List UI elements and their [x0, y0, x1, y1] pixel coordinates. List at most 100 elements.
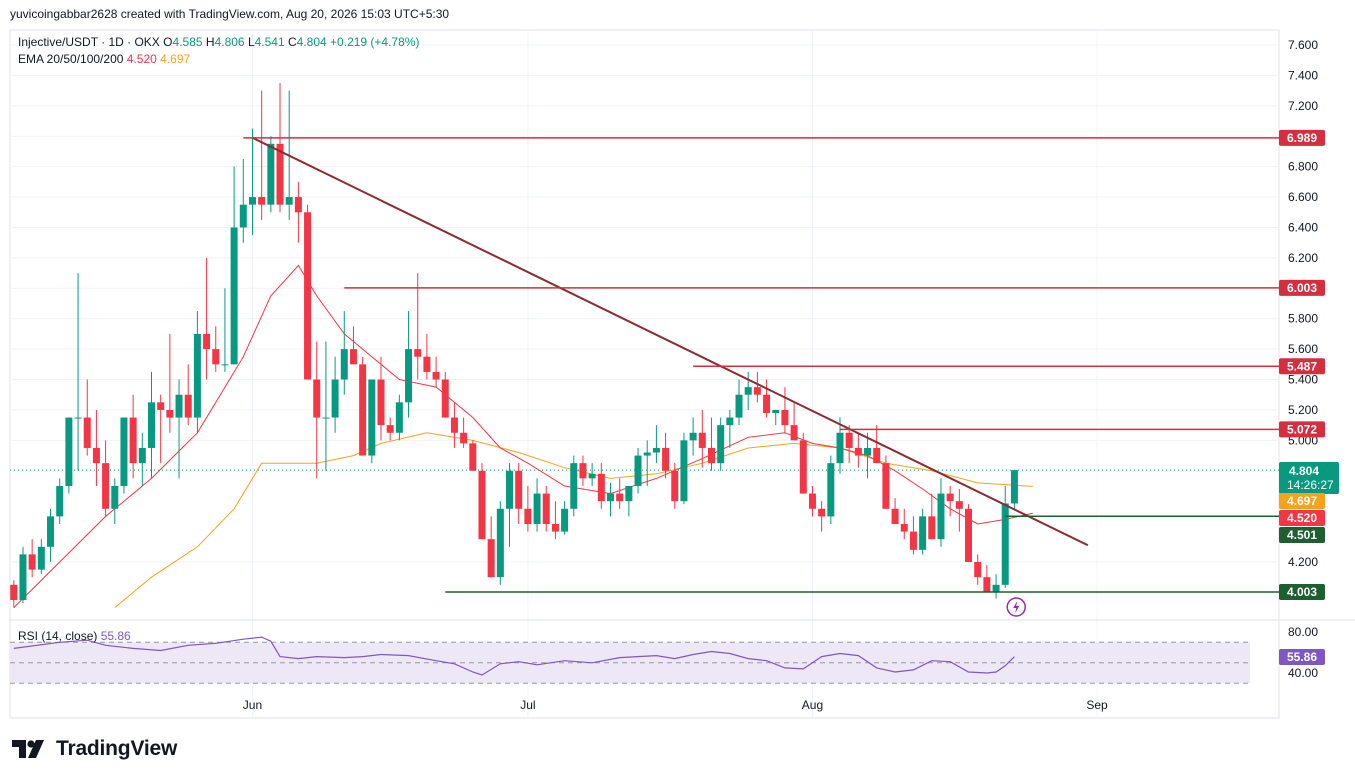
- candle-body: [643, 452, 651, 456]
- candle-body: [946, 493, 954, 502]
- ema20-price-tag: 4.520: [1279, 510, 1325, 526]
- candle-body: [111, 485, 119, 509]
- candle: [854, 432, 862, 468]
- ema50-price-tag-text: 4.697: [1287, 494, 1317, 508]
- candle: [368, 379, 376, 464]
- candle-body: [818, 508, 826, 517]
- candle-body: [193, 333, 201, 418]
- candle-body: [239, 204, 247, 228]
- price-axis-label: 5.800: [1288, 312, 1318, 326]
- rsi-band: [10, 642, 1250, 684]
- time-axis-label: Aug: [802, 698, 823, 712]
- candle: [47, 508, 55, 562]
- candle-body: [882, 463, 890, 509]
- candle: [533, 478, 541, 532]
- ema50-price-tag: 4.697: [1279, 493, 1325, 509]
- candle: [662, 432, 670, 479]
- support-price-tag-text: 4.501: [1287, 528, 1317, 542]
- candle: [313, 341, 321, 479]
- candle-body: [597, 473, 605, 502]
- candle-body: [157, 402, 165, 410]
- candle-body: [506, 470, 514, 509]
- candle-body: [340, 349, 348, 380]
- candle-body: [781, 409, 789, 426]
- candle: [148, 371, 155, 479]
- candle: [717, 417, 725, 471]
- candle: [423, 333, 431, 380]
- candle: [83, 379, 91, 456]
- candle: [570, 455, 578, 517]
- candle: [331, 356, 339, 433]
- price-axis-label: 7.200: [1288, 99, 1318, 113]
- open-value: 4.585: [172, 35, 203, 49]
- candle-body: [533, 493, 541, 524]
- candle: [836, 417, 844, 474]
- candle: [652, 425, 660, 464]
- candle: [919, 508, 927, 555]
- candle-body: [74, 417, 82, 419]
- price-levels[interactable]: [243, 136, 1279, 617]
- candle: [248, 128, 256, 236]
- price-axis-label: 4.200: [1288, 555, 1318, 569]
- candle: [276, 83, 284, 213]
- candle: [487, 516, 495, 578]
- candle-body: [616, 493, 624, 502]
- resistance-price-tag-text: 6.003: [1287, 281, 1317, 295]
- candle: [955, 489, 963, 532]
- price-axis-label: 6.200: [1288, 251, 1318, 265]
- candle-body: [304, 212, 312, 380]
- ema-legend[interactable]: EMA 20/50/100/200 4.520 4.697: [18, 52, 190, 66]
- support-price-tag-bg: [1279, 583, 1325, 600]
- candle: [221, 288, 229, 372]
- candle: [625, 485, 633, 517]
- candle-body: [588, 473, 596, 479]
- candle: [239, 159, 247, 243]
- candle: [359, 356, 367, 456]
- candle: [864, 432, 872, 479]
- candle: [28, 539, 36, 578]
- descending-trendline[interactable]: [252, 136, 1089, 547]
- grid: [10, 30, 1355, 718]
- candle: [212, 326, 220, 372]
- candle-body: [423, 356, 431, 372]
- rsi-value-tag: 55.86: [1279, 649, 1325, 665]
- last-price-tag-bg: [1279, 462, 1339, 494]
- candle-body: [607, 493, 614, 502]
- candle: [524, 485, 532, 532]
- symbol-name[interactable]: Injective/USDT · 1D · OKX: [18, 35, 160, 49]
- candle: [900, 508, 908, 540]
- tradingview-brand[interactable]: TradingView: [12, 737, 177, 761]
- candle-body: [129, 417, 137, 464]
- candle-body: [726, 417, 734, 426]
- rsi-label[interactable]: RSI (14, close): [18, 629, 98, 643]
- lightning-icon-bolt: [1013, 601, 1020, 613]
- candle: [515, 463, 523, 524]
- ema-label[interactable]: EMA 20/50/100/200: [18, 52, 124, 66]
- candle-body: [625, 485, 633, 502]
- candle: [735, 379, 743, 426]
- price-tags: 6.989 6.003 5.487 5.072 4.501 4.003 4.80414:26…: [1279, 129, 1339, 665]
- resistance-price-tag-text: 5.072: [1287, 422, 1317, 436]
- symbol-legend[interactable]: Injective/USDT · 1D · OKX O4.585 H4.806 …: [18, 35, 419, 49]
- candle: [340, 311, 348, 395]
- candle-body: [102, 463, 110, 509]
- candle-body: [836, 432, 844, 464]
- candle-body: [248, 197, 256, 205]
- candle: [1010, 469, 1018, 511]
- candle-body: [395, 402, 403, 433]
- candle: [616, 478, 624, 509]
- candle: [579, 455, 587, 486]
- candle-body: [184, 394, 192, 418]
- candle: [845, 425, 853, 464]
- candle: [763, 379, 771, 418]
- candle: [671, 463, 679, 509]
- price-axis-label: 5.600: [1288, 342, 1318, 356]
- lightning-icon[interactable]: [1006, 597, 1026, 617]
- brand-name: TradingView: [56, 737, 178, 760]
- rsi-legend[interactable]: RSI (14, close) 55.86: [18, 629, 131, 643]
- candle-body: [203, 333, 211, 350]
- rsi-value-tag-text: 55.86: [1287, 650, 1317, 664]
- candle-body: [478, 470, 486, 540]
- candle: [414, 273, 422, 380]
